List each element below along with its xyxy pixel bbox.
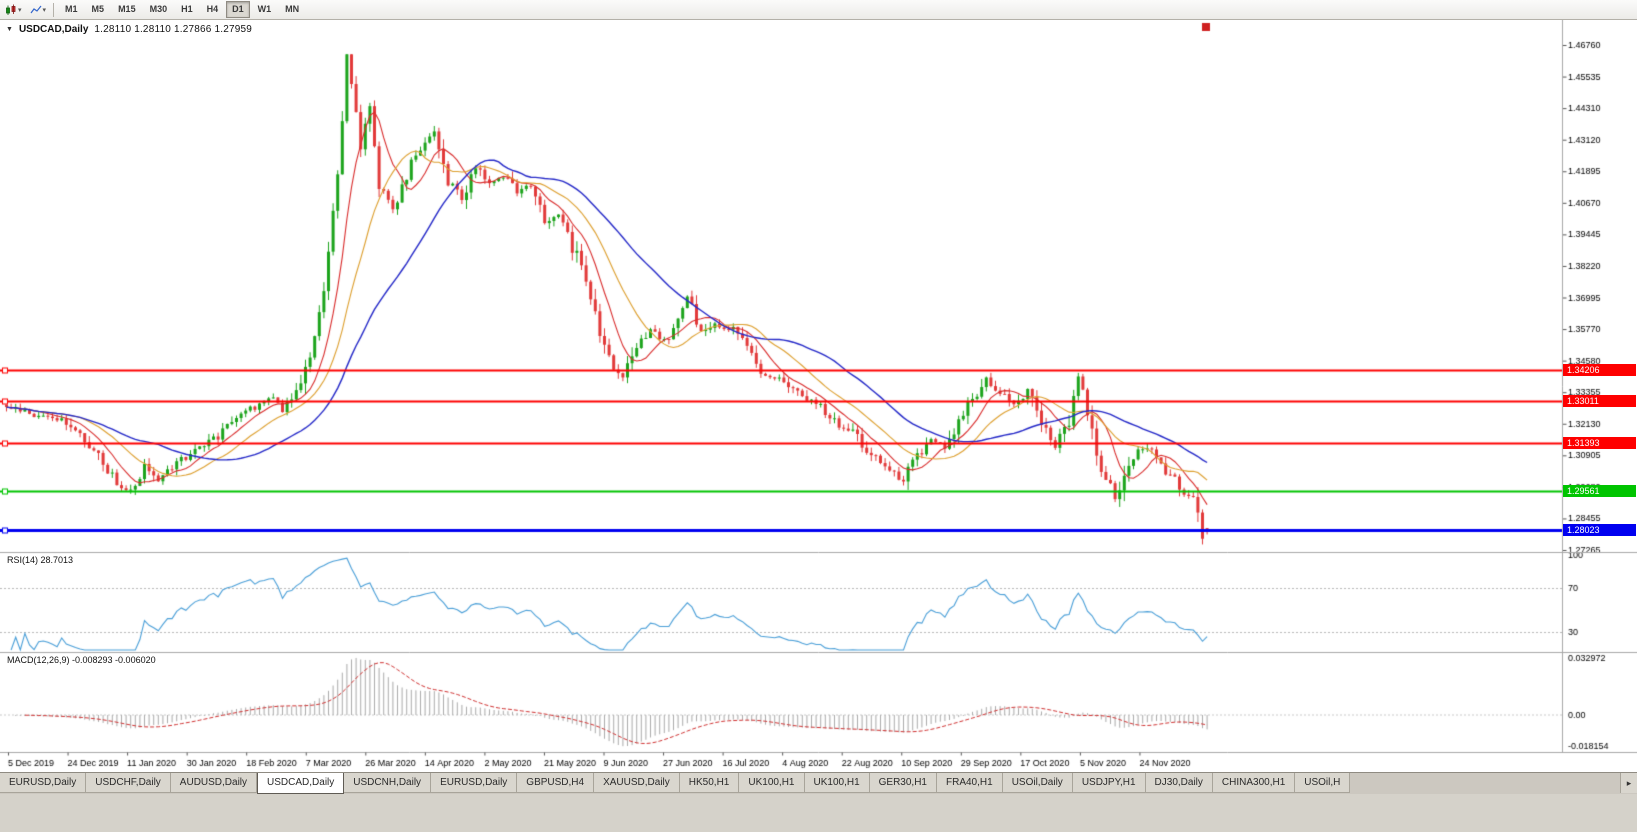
chart-tab-eurusd-daily[interactable]: EURUSD,Daily [431, 773, 518, 793]
hline-price-tag: 1.31393 [1563, 437, 1636, 449]
chart-tab-ger30-h1[interactable]: GER30,H1 [869, 773, 937, 793]
timeframe-button-m15[interactable]: M15 [118, 4, 136, 14]
status-bar [0, 794, 1637, 832]
chart-tab-usoil-h[interactable]: USOil,H [1295, 773, 1351, 793]
chart-title: ▼ USDCAD,Daily 1.28110 1.28110 1.27866 1… [6, 24, 252, 35]
hline-price-tag: 1.33011 [1563, 395, 1636, 407]
top-toolbar: ▾ ▾ M1 M5 M15 M30 H1 H4 D1 W1 MN [0, 0, 1637, 20]
chart-tab-usoil-daily[interactable]: USOil,Daily [1002, 773, 1073, 793]
timeframe-button-d1[interactable]: D1 [226, 1, 250, 18]
chart-tab-xauusd-daily[interactable]: XAUUSD,Daily [594, 773, 680, 793]
chevron-down-icon: ▾ [18, 6, 22, 14]
chart-tab-dj30-daily[interactable]: DJ30,Daily [1145, 773, 1213, 793]
chart-tab-fra40-h1[interactable]: FRA40,H1 [937, 773, 1003, 793]
chart-tab-uk100-h1[interactable]: UK100,H1 [739, 773, 805, 793]
tab-scroll-right-button[interactable]: ▸ [1620, 773, 1637, 793]
chart-tab-usdcad-daily[interactable]: USDCAD,Daily [257, 773, 345, 794]
one-click-trading-arrow-icon[interactable]: ▼ [6, 26, 13, 33]
chart-tab-audusd-daily[interactable]: AUDUSD,Daily [170, 773, 258, 793]
chart-tab-usdjpy-h1[interactable]: USDJPY,H1 [1072, 773, 1146, 793]
macd-header: MACD(12,26,9) -0.008293 -0.006020 [7, 655, 156, 665]
chart-title-ohlc: 1.28110 1.28110 1.27866 1.27959 [94, 24, 253, 35]
price-chart-canvas[interactable] [0, 20, 1637, 772]
hline-price-tag: 1.28023 [1563, 524, 1636, 536]
hline-price-tag: 1.29561 [1563, 485, 1636, 497]
timeframe-button-h1[interactable]: H1 [181, 4, 193, 14]
chart-tab-uk100-h1[interactable]: UK100,H1 [804, 773, 870, 793]
chart-tab-usdcnh-daily[interactable]: USDCNH,Daily [344, 773, 432, 793]
chart-tab-china300-h1[interactable]: CHINA300,H1 [1212, 773, 1296, 793]
timeframe-buttons: M1 M5 M15 M30 H1 H4 D1 W1 MN [58, 0, 306, 20]
chart-tab-hk50-h1[interactable]: HK50,H1 [679, 773, 740, 793]
timeframe-button-mn[interactable]: MN [285, 4, 300, 14]
chart-tab-gbpusd-h4[interactable]: GBPUSD,H4 [517, 773, 595, 793]
chart-tab-usdchf-daily[interactable]: USDCHF,Daily [86, 773, 171, 793]
timeframe-button-m1[interactable]: M1 [65, 4, 78, 14]
chevron-down-icon: ▾ [42, 6, 47, 14]
candlestick-chart-icon [6, 4, 16, 15]
toolbar-divider [53, 2, 55, 17]
timeframe-button-h4[interactable]: H4 [206, 4, 219, 14]
timeframe-button-m5[interactable]: M5 [91, 4, 105, 14]
timeframe-button-m30[interactable]: M30 [149, 4, 168, 14]
chart-type-button[interactable]: ▾ [3, 2, 24, 18]
scroll-right-icon: ▸ [1626, 777, 1632, 788]
chart-tab-eurusd-daily[interactable]: EURUSD,Daily [0, 773, 87, 793]
chart-tabs: EURUSD,Daily USDCHF,Daily AUDUSD,Daily USDC… [0, 773, 1620, 795]
chart-title-symbol: USDCAD,Daily [18, 24, 89, 35]
timeframe-button-w1[interactable]: W1 [257, 4, 272, 14]
hline-price-tag: 1.34206 [1563, 364, 1636, 376]
line-study-button[interactable]: ▾ [28, 2, 49, 18]
line-chart-icon [30, 5, 41, 13]
rsi-header: RSI(14) 28.7013 [7, 555, 74, 565]
chart-tab-bar: EURUSD,Daily USDCHF,Daily AUDUSD,Daily USDC… [0, 772, 1637, 794]
